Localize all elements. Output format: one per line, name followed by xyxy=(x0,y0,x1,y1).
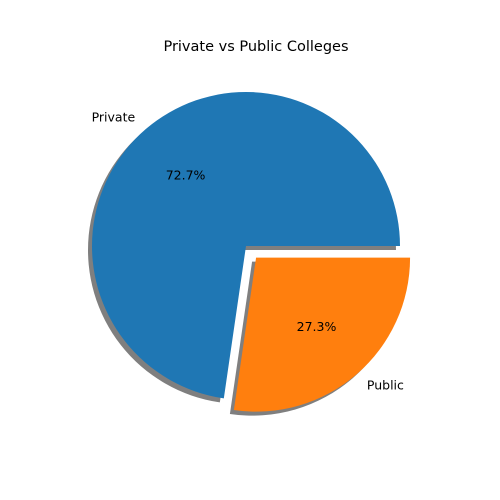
slice-layer xyxy=(92,92,411,412)
slice-private xyxy=(92,92,401,399)
slice-label-public: Public xyxy=(367,377,404,392)
slice-public xyxy=(233,257,411,412)
slice-percent-public: 27.3% xyxy=(297,319,337,334)
text-layer: Private 72.7% Public 27.3% xyxy=(92,109,404,392)
slice-label-private: Private xyxy=(92,109,136,124)
chart-title: Private vs Public Colleges xyxy=(163,39,348,55)
slice-percent-private: 72.7% xyxy=(166,168,206,183)
